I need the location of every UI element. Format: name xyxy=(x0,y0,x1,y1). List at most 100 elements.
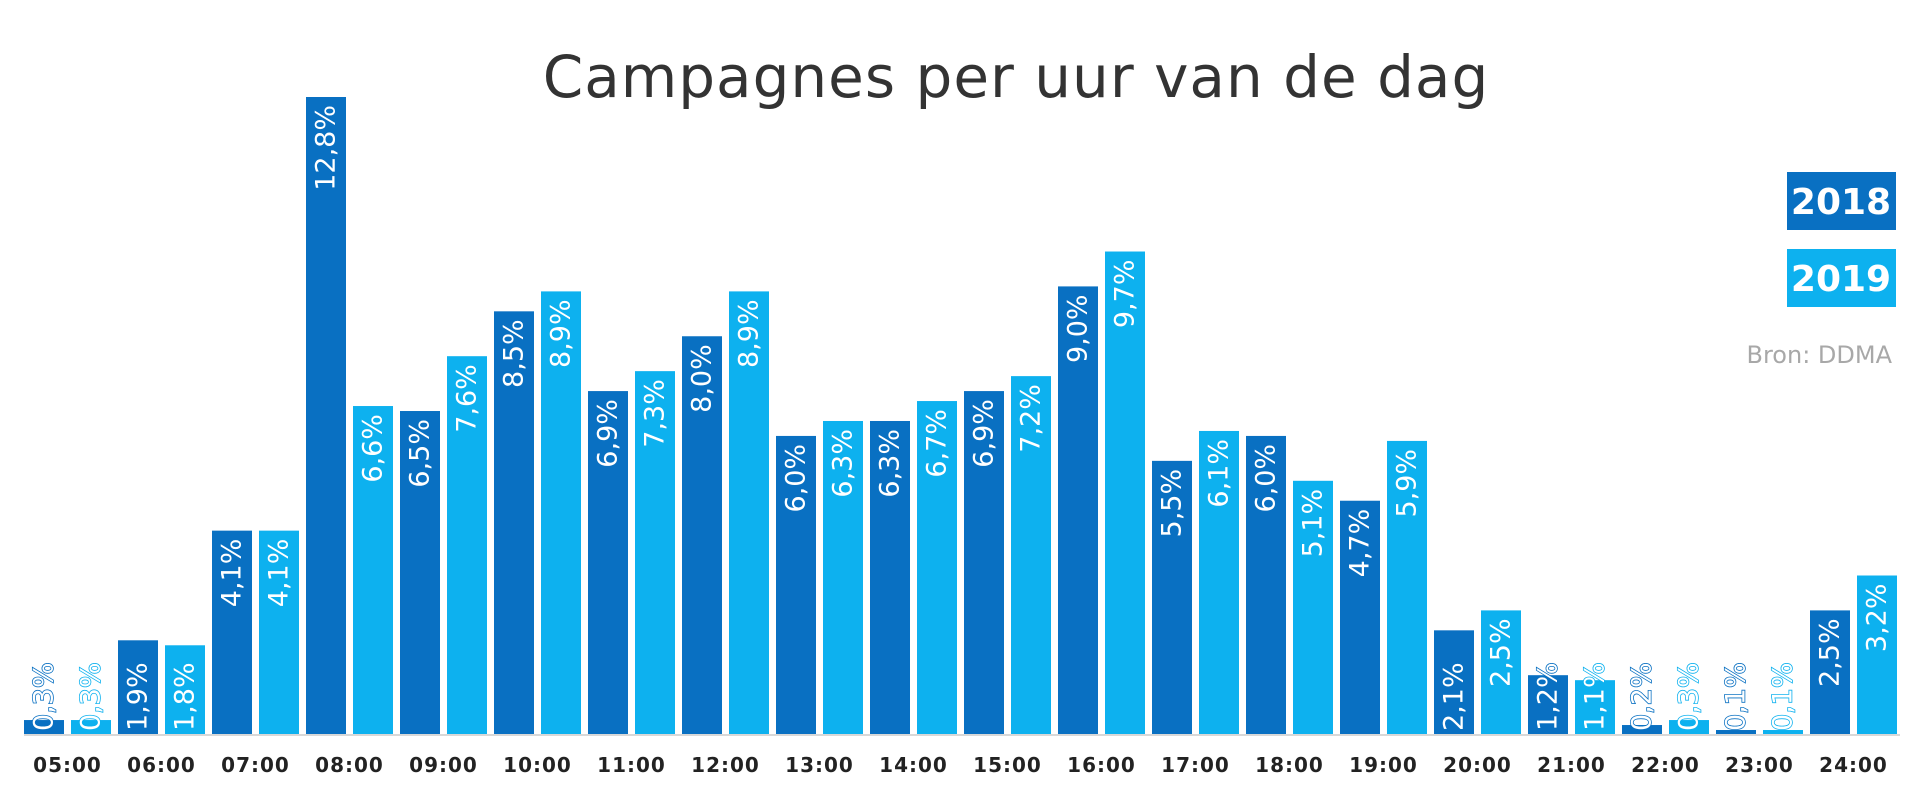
legend-swatch-2019 xyxy=(1787,249,1896,307)
bar-label-2018-1300: 6,0% xyxy=(781,444,812,513)
bar-2019-1000 xyxy=(541,291,581,735)
bar-label-2018-0900: 6,5% xyxy=(405,419,436,488)
bar-labels-group: 0,3% 0,3% 1,9% 1,8% 4,1% 4,1% 12,8% 6,6% 6,5% 7,6… xyxy=(28,105,1893,732)
legend-label-2018: 2018 xyxy=(1791,182,1891,223)
bar-2019-1100 xyxy=(635,371,675,735)
bar-2019-2200 xyxy=(1669,720,1709,735)
bar-label-2018-2400: 2,5% xyxy=(1815,618,1846,687)
bar-2019-2000 xyxy=(1481,610,1521,735)
bar-label-2018-2300: 0,1% xyxy=(1721,662,1752,731)
x-axis-ticks: 05:00 06:00 07:00 08:00 09:00 10:00 11:00 12:00… xyxy=(33,753,1888,777)
source-note: Bron: DDMA xyxy=(1747,341,1893,369)
bar-2018-1600 xyxy=(1058,286,1098,735)
bar-label-2018-1200: 8,0% xyxy=(687,344,718,413)
bar-label-2019-1000: 8,9% xyxy=(546,299,577,368)
bar-2019-1700 xyxy=(1199,430,1239,735)
bar-2018-0700 xyxy=(212,530,252,735)
bar-2018-1400 xyxy=(870,420,910,735)
bar-2018-2400 xyxy=(1810,610,1850,735)
bar-label-2018-1100: 6,9% xyxy=(593,399,624,468)
x-tick-1800: 18:00 xyxy=(1255,753,1324,777)
bar-label-2018-1900: 4,7% xyxy=(1345,509,1376,578)
bar-label-2018-2100: 1,2% xyxy=(1533,662,1564,731)
x-tick-2400: 24:00 xyxy=(1819,753,1888,777)
bar-label-2018-2200: 0,2% xyxy=(1627,662,1658,731)
bar-label-2019-0900: 7,6% xyxy=(452,364,483,433)
bar-2018-2000 xyxy=(1434,630,1474,735)
bar-2018-1800 xyxy=(1246,435,1286,735)
bar-2019-1200 xyxy=(729,291,769,735)
bar-2019-0900 xyxy=(447,356,487,735)
x-tick-0800: 08:00 xyxy=(315,753,384,777)
bar-label-2019-1300: 6,3% xyxy=(828,429,859,498)
bar-label-2019-1700: 6,1% xyxy=(1204,439,1235,508)
bar-label-2019-2400: 3,2% xyxy=(1862,584,1893,653)
bar-label-2018-0600: 1,9% xyxy=(123,662,154,731)
x-tick-1700: 17:00 xyxy=(1161,753,1230,777)
chart-title: Campagnes per uur van de dag xyxy=(543,43,1490,111)
bar-2019-2300 xyxy=(1763,730,1803,735)
bar-2019-1800 xyxy=(1293,480,1333,735)
x-tick-2200: 22:00 xyxy=(1631,753,1700,777)
bar-label-2019-2000: 2,5% xyxy=(1486,618,1517,687)
bar-2018-2100 xyxy=(1528,675,1568,735)
bar-label-2018-1700: 5,5% xyxy=(1157,469,1188,538)
bar-label-2018-1600: 9,0% xyxy=(1063,294,1094,363)
x-tick-0500: 05:00 xyxy=(33,753,102,777)
x-tick-1500: 15:00 xyxy=(973,753,1042,777)
bar-2018-1900 xyxy=(1340,500,1380,735)
bar-label-2019-2300: 0,1% xyxy=(1768,662,1799,731)
bar-label-2019-2100: 1,1% xyxy=(1580,662,1611,731)
bar-2018-0800 xyxy=(306,97,346,735)
bar-2019-1900 xyxy=(1387,440,1427,735)
bar-2018-0900 xyxy=(400,411,440,735)
bar-label-2019-1500: 7,2% xyxy=(1016,384,1047,453)
bar-label-2019-0500: 0,3% xyxy=(76,662,107,731)
bar-label-2019-1200: 8,9% xyxy=(734,299,765,368)
bar-label-2018-1400: 6,3% xyxy=(875,429,906,498)
x-tick-0900: 09:00 xyxy=(409,753,478,777)
legend-swatch-2018 xyxy=(1787,172,1896,230)
bar-2019-1300 xyxy=(823,420,863,735)
bars-group xyxy=(24,97,1897,735)
bar-label-2019-1900: 5,9% xyxy=(1392,449,1423,518)
x-tick-0600: 06:00 xyxy=(127,753,196,777)
bar-label-2019-0800: 6,6% xyxy=(358,414,389,483)
bar-2018-1300 xyxy=(776,435,816,735)
x-tick-1300: 13:00 xyxy=(785,753,854,777)
bar-label-2019-1400: 6,7% xyxy=(922,409,953,478)
bar-label-2018-2000: 2,1% xyxy=(1439,662,1470,731)
bar-2018-1500 xyxy=(964,391,1004,735)
bar-label-2019-0700: 4,1% xyxy=(264,539,295,608)
x-tick-1600: 16:00 xyxy=(1067,753,1136,777)
x-tick-2100: 21:00 xyxy=(1537,753,1606,777)
bar-label-2018-0500: 0,3% xyxy=(29,662,60,731)
bar-label-2019-1100: 7,3% xyxy=(640,379,671,448)
x-tick-1100: 11:00 xyxy=(597,753,666,777)
x-tick-2000: 20:00 xyxy=(1443,753,1512,777)
bar-2019-0500 xyxy=(71,720,111,735)
bar-label-2018-1000: 8,5% xyxy=(499,319,530,388)
x-tick-1200: 12:00 xyxy=(691,753,760,777)
bar-label-2018-1500: 6,9% xyxy=(969,399,1000,468)
bar-2019-0700 xyxy=(259,530,299,735)
bar-2019-2100 xyxy=(1575,680,1615,735)
legend-label-2019: 2019 xyxy=(1791,259,1891,300)
bar-2018-0500 xyxy=(24,720,64,735)
x-tick-2300: 23:00 xyxy=(1725,753,1794,777)
bar-2018-2300 xyxy=(1716,730,1756,735)
bar-label-2019-1800: 5,1% xyxy=(1298,489,1329,558)
bar-2019-1600 xyxy=(1105,251,1145,735)
bar-2018-2200 xyxy=(1622,725,1662,735)
bar-label-2018-0800: 12,8% xyxy=(311,105,342,191)
bar-2018-1200 xyxy=(682,336,722,735)
bar-label-2019-0600: 1,8% xyxy=(170,662,201,731)
x-tick-1900: 19:00 xyxy=(1349,753,1418,777)
bar-label-2018-1800: 6,0% xyxy=(1251,444,1282,513)
bar-2018-1700 xyxy=(1152,460,1192,735)
bar-2018-1100 xyxy=(588,391,628,735)
bar-label-2018-0700: 4,1% xyxy=(217,539,248,608)
bar-2019-1500 xyxy=(1011,376,1051,735)
bar-2019-2400 xyxy=(1857,575,1897,735)
